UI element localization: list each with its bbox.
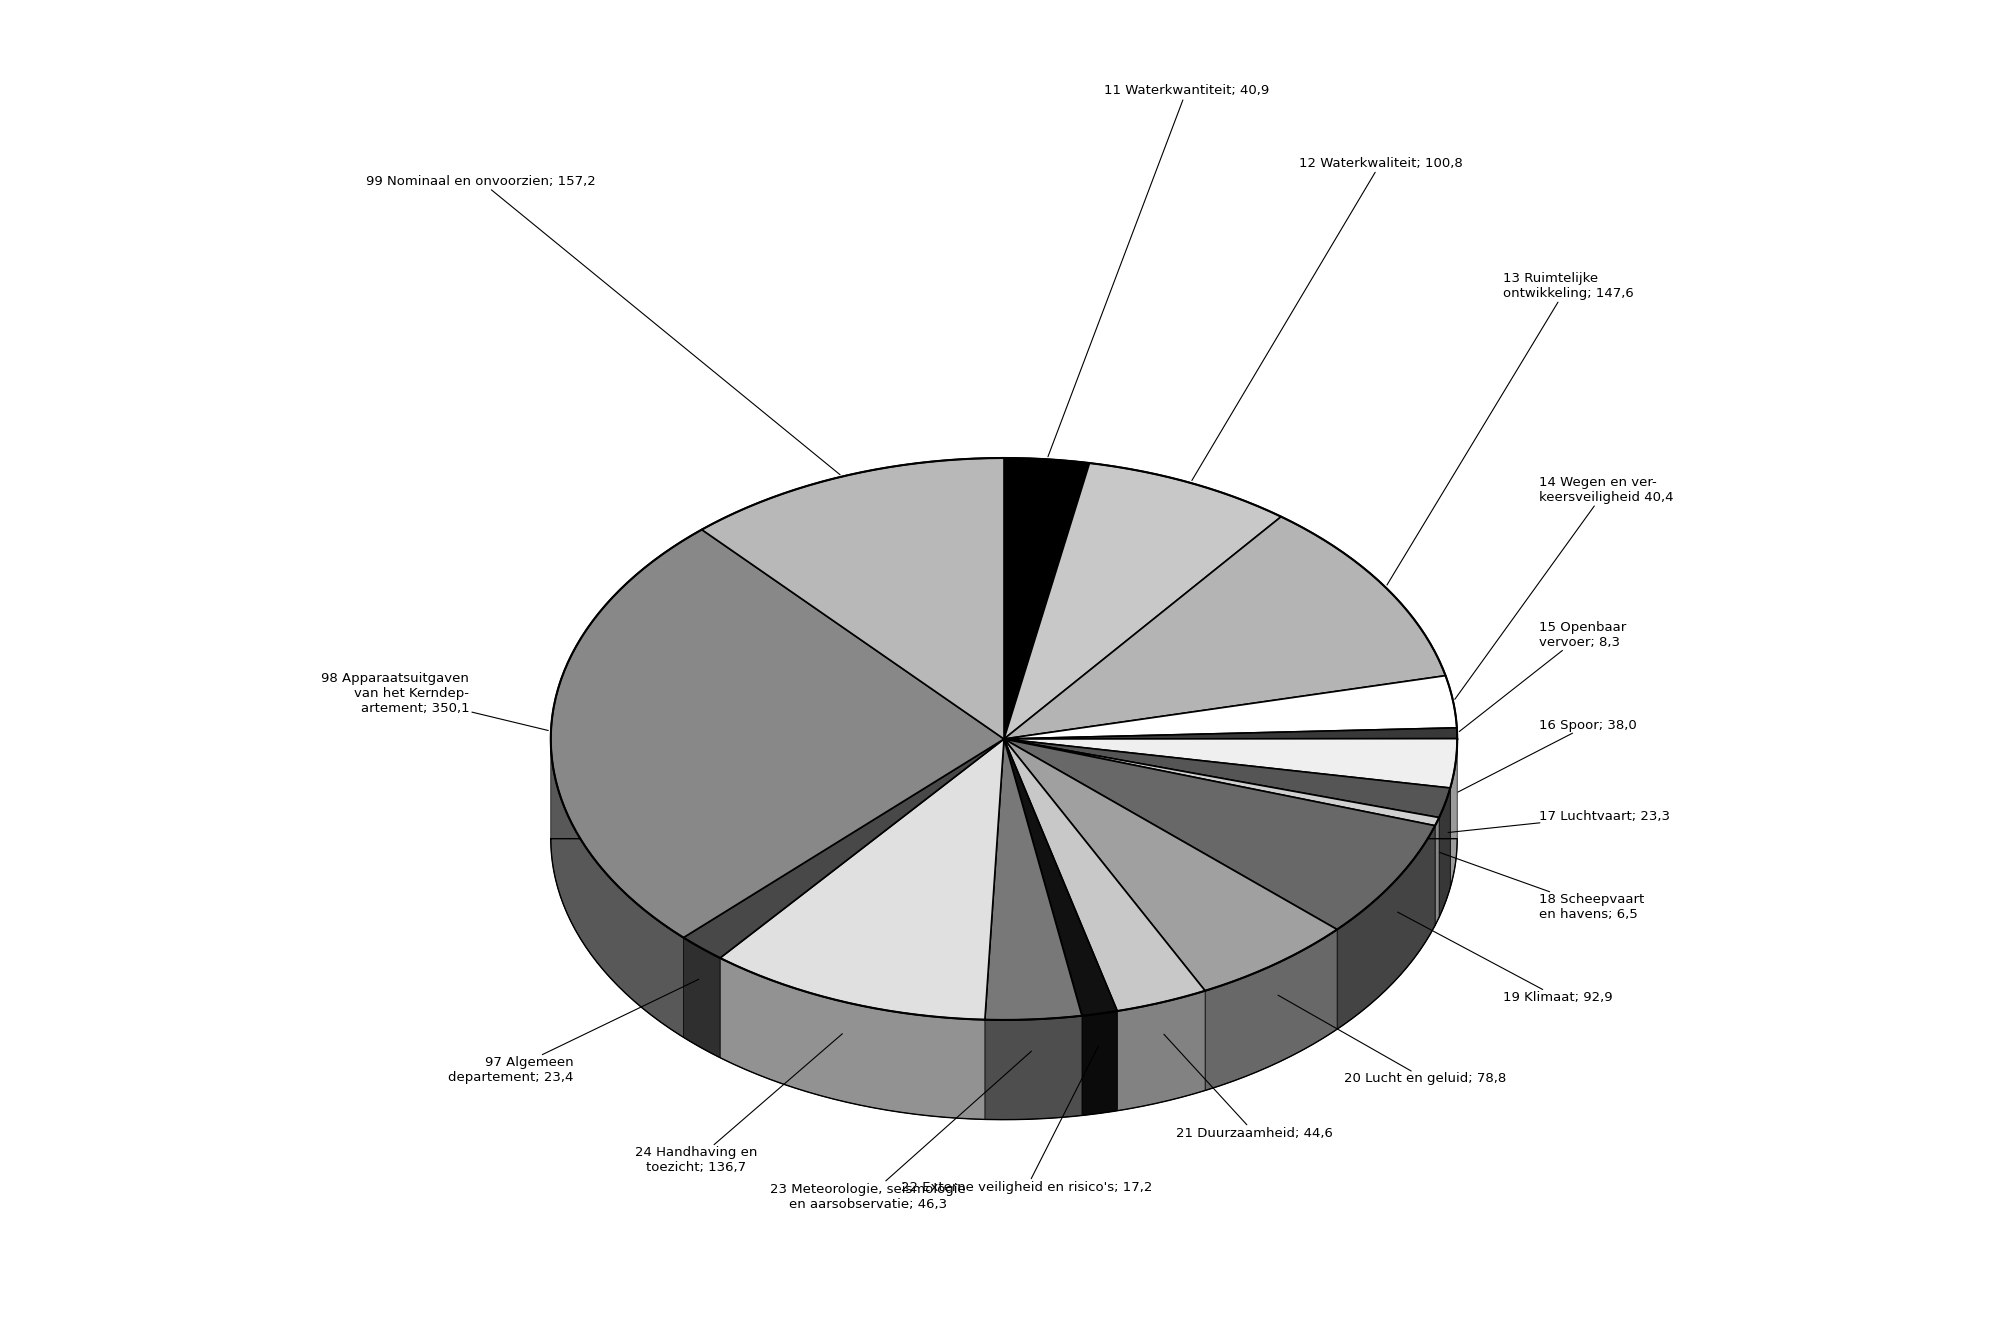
Polygon shape — [1004, 517, 1445, 739]
Polygon shape — [1449, 739, 1457, 887]
Polygon shape — [983, 1016, 1082, 1119]
Polygon shape — [682, 938, 721, 1057]
Polygon shape — [1004, 739, 1337, 990]
Polygon shape — [1204, 930, 1337, 1091]
Polygon shape — [682, 739, 1004, 958]
Polygon shape — [1004, 739, 1204, 1011]
Text: 20 Lucht en geluid; 78,8: 20 Lucht en geluid; 78,8 — [1276, 996, 1505, 1086]
Text: 15 Openbaar
vervoer; 8,3: 15 Openbaar vervoer; 8,3 — [1459, 621, 1626, 731]
Polygon shape — [1004, 739, 1439, 825]
Text: 22 Externe veiligheid en risico's; 17,2: 22 Externe veiligheid en risico's; 17,2 — [901, 1045, 1152, 1194]
Polygon shape — [1004, 739, 1116, 1016]
Polygon shape — [1004, 675, 1457, 739]
Polygon shape — [1337, 825, 1435, 1029]
Text: 23 Meteorologie, seismologie
en aarsobservatie; 46,3: 23 Meteorologie, seismologie en aarsobse… — [771, 1051, 1032, 1210]
Text: 18 Scheepvaart
en havens; 6,5: 18 Scheepvaart en havens; 6,5 — [1439, 852, 1644, 921]
Polygon shape — [1004, 463, 1280, 739]
Polygon shape — [1439, 788, 1449, 918]
Polygon shape — [1116, 990, 1204, 1111]
Polygon shape — [1004, 739, 1449, 817]
Polygon shape — [1004, 739, 1435, 930]
Polygon shape — [1004, 458, 1090, 739]
Polygon shape — [1082, 1011, 1116, 1115]
Polygon shape — [721, 739, 1004, 1020]
Text: 17 Luchtvaart; 23,3: 17 Luchtvaart; 23,3 — [1447, 809, 1670, 832]
Text: 16 Spoor; 38,0: 16 Spoor; 38,0 — [1457, 719, 1636, 792]
Text: 21 Duurzaamheid; 44,6: 21 Duurzaamheid; 44,6 — [1164, 1035, 1333, 1139]
Polygon shape — [983, 739, 1082, 1020]
Text: 11 Waterkwantiteit; 40,9: 11 Waterkwantiteit; 40,9 — [1048, 85, 1268, 456]
Text: 99 Nominaal en onvoorzien; 157,2: 99 Nominaal en onvoorzien; 157,2 — [365, 174, 839, 475]
Text: 98 Apparaatsuitgaven
van het Kerndep-
artement; 350,1: 98 Apparaatsuitgaven van het Kerndep- ar… — [321, 672, 548, 730]
Text: 97 Algemeen
departement; 23,4: 97 Algemeen departement; 23,4 — [448, 980, 698, 1084]
Text: 12 Waterkwaliteit; 100,8: 12 Waterkwaliteit; 100,8 — [1192, 157, 1461, 480]
Polygon shape — [1435, 817, 1439, 926]
Polygon shape — [1004, 738, 1457, 788]
Polygon shape — [550, 739, 682, 1037]
Text: 14 Wegen en ver-
keersveiligheid 40,4: 14 Wegen en ver- keersveiligheid 40,4 — [1455, 475, 1672, 699]
Polygon shape — [700, 458, 1004, 739]
Polygon shape — [721, 958, 983, 1119]
Text: 13 Ruimtelijke
ontwikkeling; 147,6: 13 Ruimtelijke ontwikkeling; 147,6 — [1387, 272, 1632, 585]
Text: 19 Klimaat; 92,9: 19 Klimaat; 92,9 — [1397, 913, 1612, 1004]
Polygon shape — [1004, 727, 1457, 739]
Polygon shape — [550, 530, 1004, 938]
Text: 24 Handhaving en
toezicht; 136,7: 24 Handhaving en toezicht; 136,7 — [634, 1033, 843, 1174]
